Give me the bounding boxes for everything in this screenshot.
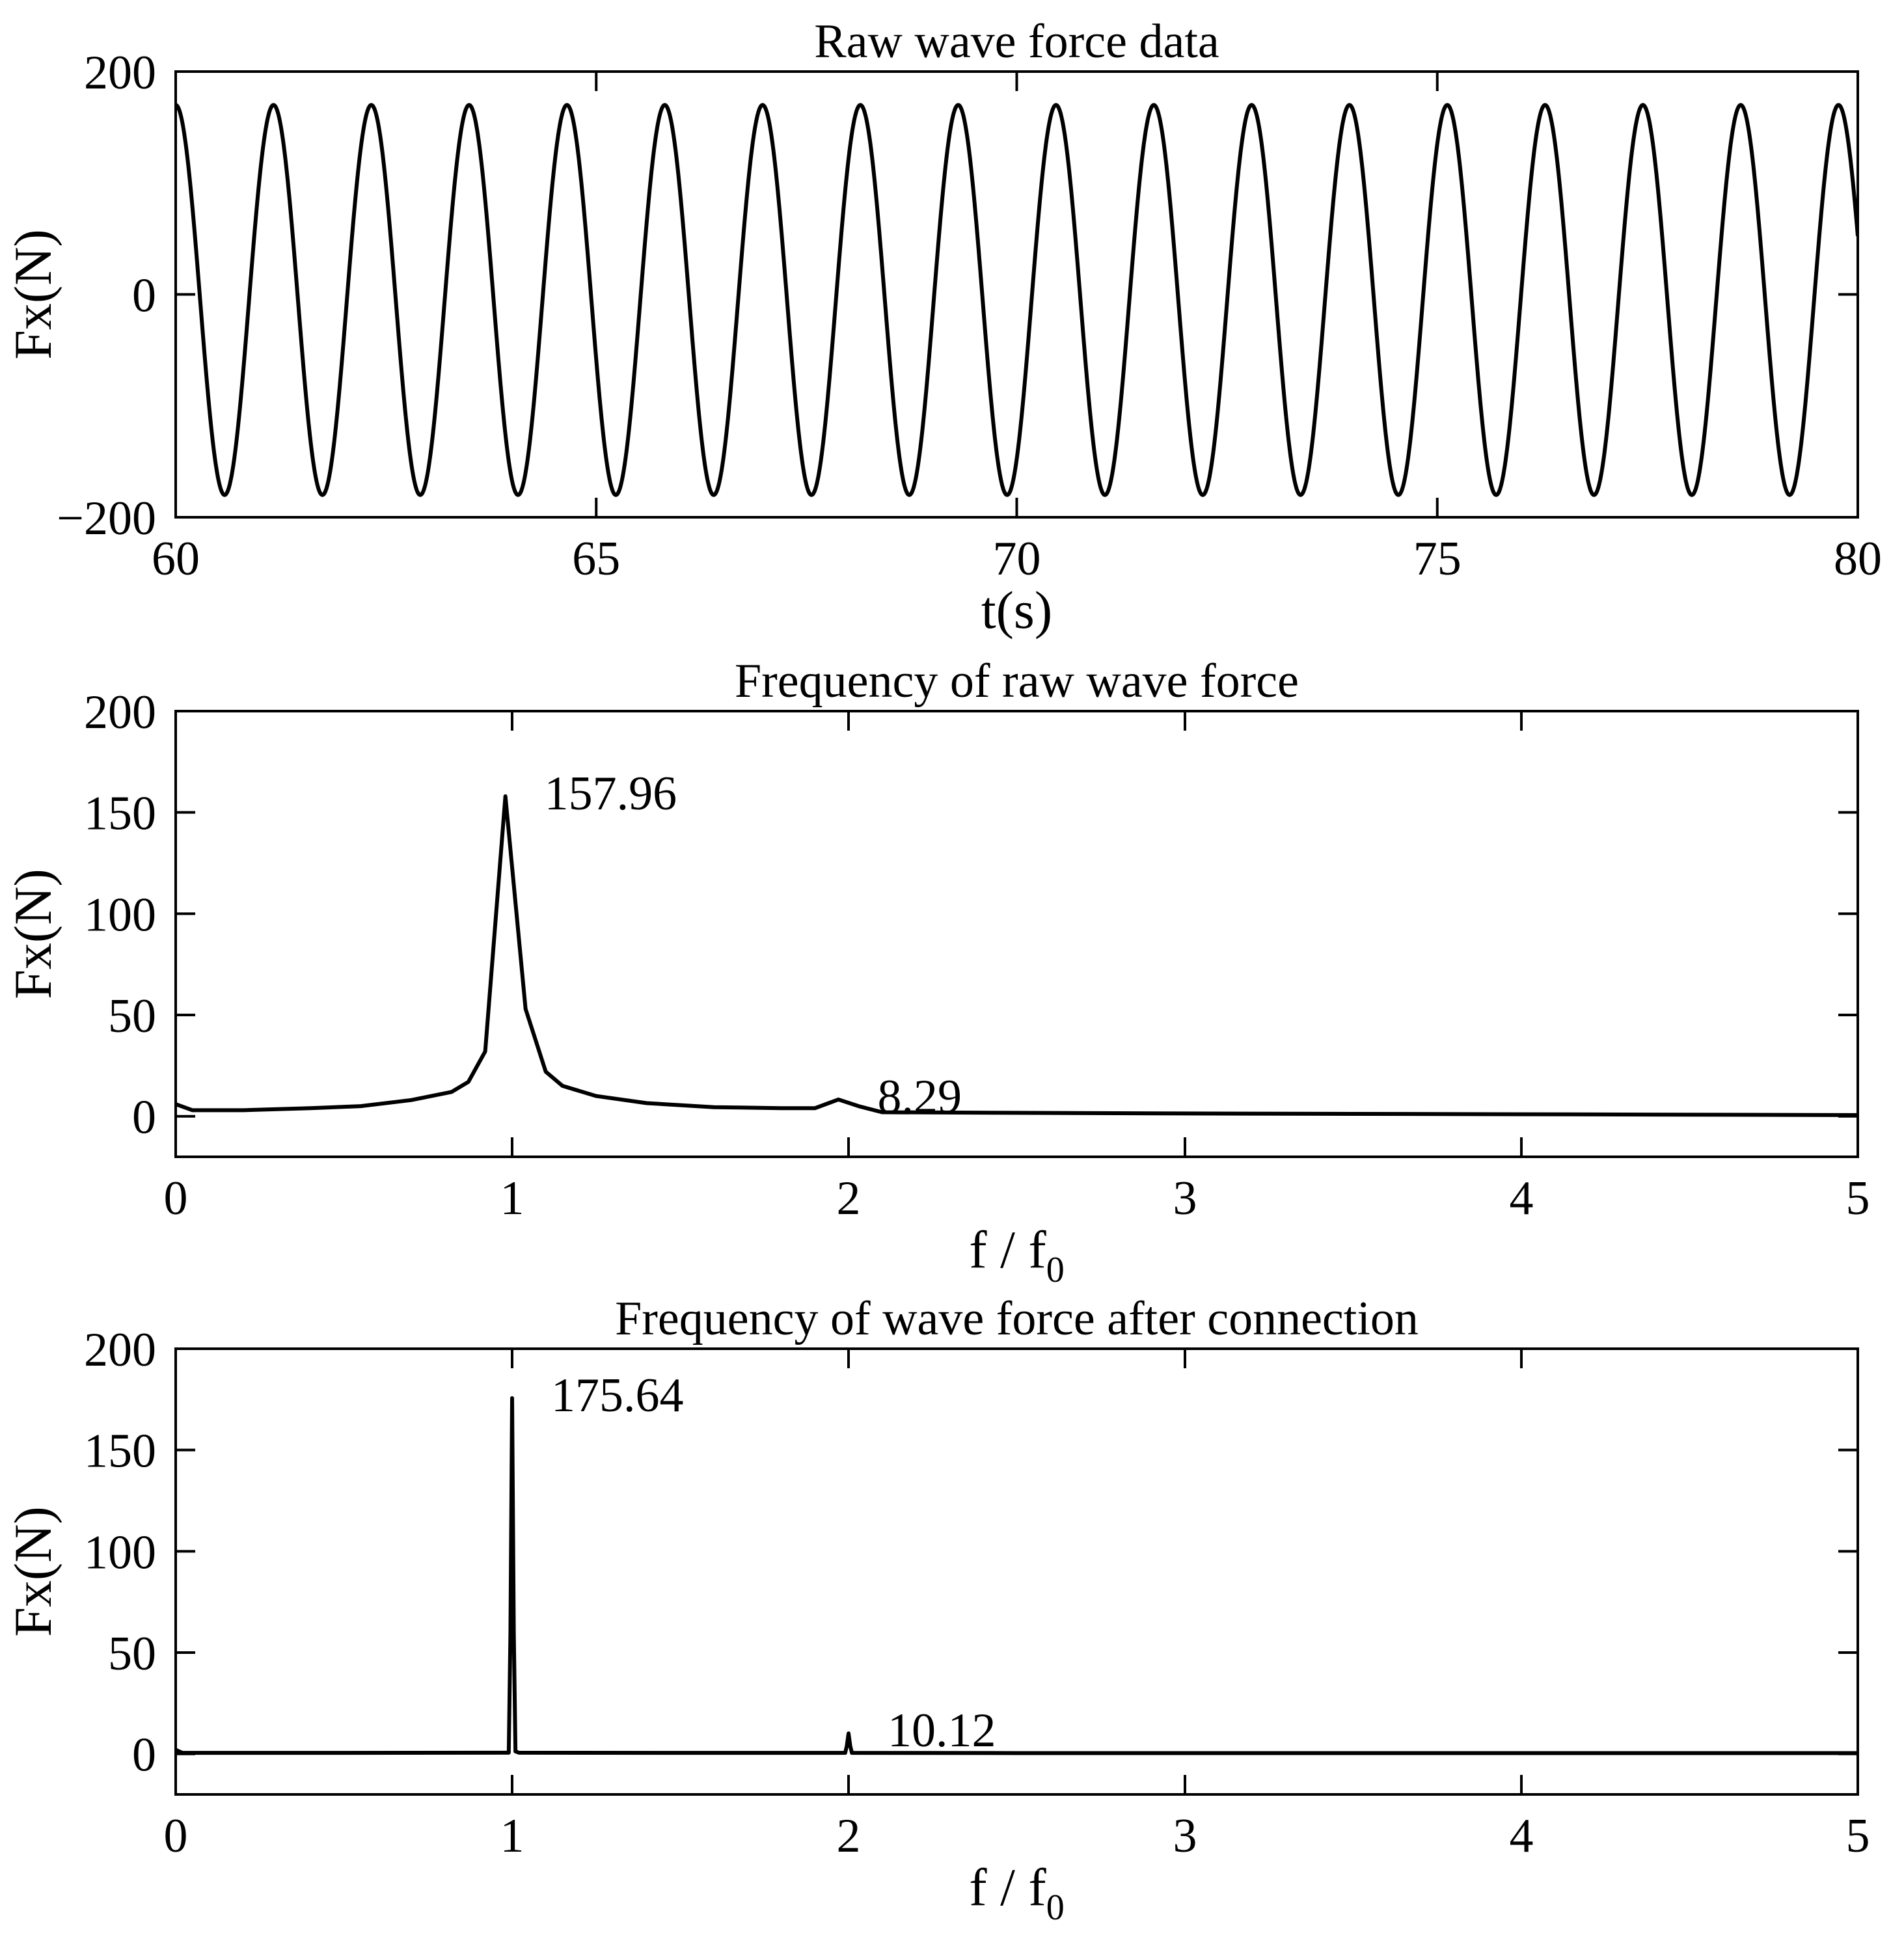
y-tick-label: 0	[132, 1091, 156, 1144]
x-tick-label: 3	[1173, 1809, 1197, 1863]
series-line	[176, 794, 1858, 1117]
peak-annotation: 175.64	[551, 1369, 684, 1422]
x-tick-label: 0	[164, 1172, 188, 1225]
x-axis-label-subscript: 0	[1046, 1250, 1065, 1290]
y-axis-label: Fx(N)	[3, 229, 62, 359]
chart-title: Frequency of raw wave force	[735, 655, 1299, 708]
series-line	[176, 103, 1858, 497]
x-tick-label: 3	[1173, 1172, 1197, 1225]
chart-panel-1: 60 65 70 75 80 −200 0 200 Raw wave force data t(s…	[3, 15, 1882, 640]
series-line	[176, 1396, 1858, 1755]
x-tick-label: 80	[1834, 532, 1882, 586]
chart-title: Frequency of wave force after connection	[615, 1292, 1419, 1345]
x-tick-label: 2	[837, 1809, 861, 1863]
axes-frame	[174, 1347, 1859, 1796]
x-tick-label: 5	[1846, 1809, 1870, 1863]
peak-annotation: 10.12	[888, 1704, 996, 1757]
y-tick-label: 100	[84, 1526, 156, 1579]
x-tick-label: 4	[1510, 1172, 1534, 1225]
x-tick-label: 60	[152, 532, 200, 586]
y-tick-label: 0	[132, 269, 156, 323]
y-tick-label: 200	[84, 46, 156, 100]
y-tick-label: 0	[132, 1729, 156, 1782]
y-tick-label: 100	[84, 888, 156, 941]
peak-annotation: 8.29	[877, 1070, 962, 1124]
y-tick-label: 200	[84, 1323, 156, 1377]
x-tick-label: 1	[500, 1172, 524, 1225]
x-axis-label: f / f0	[969, 1220, 1064, 1290]
x-axis-label: t(s)	[981, 580, 1052, 640]
x-tick-label: 0	[164, 1809, 188, 1863]
y-tick-label: 50	[108, 1627, 156, 1681]
x-axis-label: f / f0	[969, 1858, 1064, 1928]
y-tick-label: 150	[84, 787, 156, 841]
y-tick-label: 150	[84, 1425, 156, 1478]
y-axis-label: Fx(N)	[3, 869, 62, 999]
x-tick-label: 2	[837, 1172, 861, 1225]
y-tick-label: 200	[84, 686, 156, 739]
y-tick-label: −200	[57, 492, 156, 545]
x-tick-label: 5	[1846, 1172, 1870, 1225]
x-tick-label: 4	[1510, 1809, 1534, 1863]
y-axis-label: Fx(N)	[3, 1506, 62, 1636]
x-tick-label: 70	[993, 532, 1041, 586]
x-tick-label: 1	[500, 1809, 524, 1863]
chart-title: Raw wave force data	[814, 15, 1219, 68]
axes-frame	[174, 710, 1859, 1158]
x-axis-label-subscript: 0	[1046, 1887, 1065, 1928]
y-tick-label: 50	[108, 990, 156, 1043]
x-tick-label: 75	[1413, 532, 1462, 586]
peak-annotation: 157.96	[545, 767, 677, 820]
x-tick-label: 65	[572, 532, 620, 586]
